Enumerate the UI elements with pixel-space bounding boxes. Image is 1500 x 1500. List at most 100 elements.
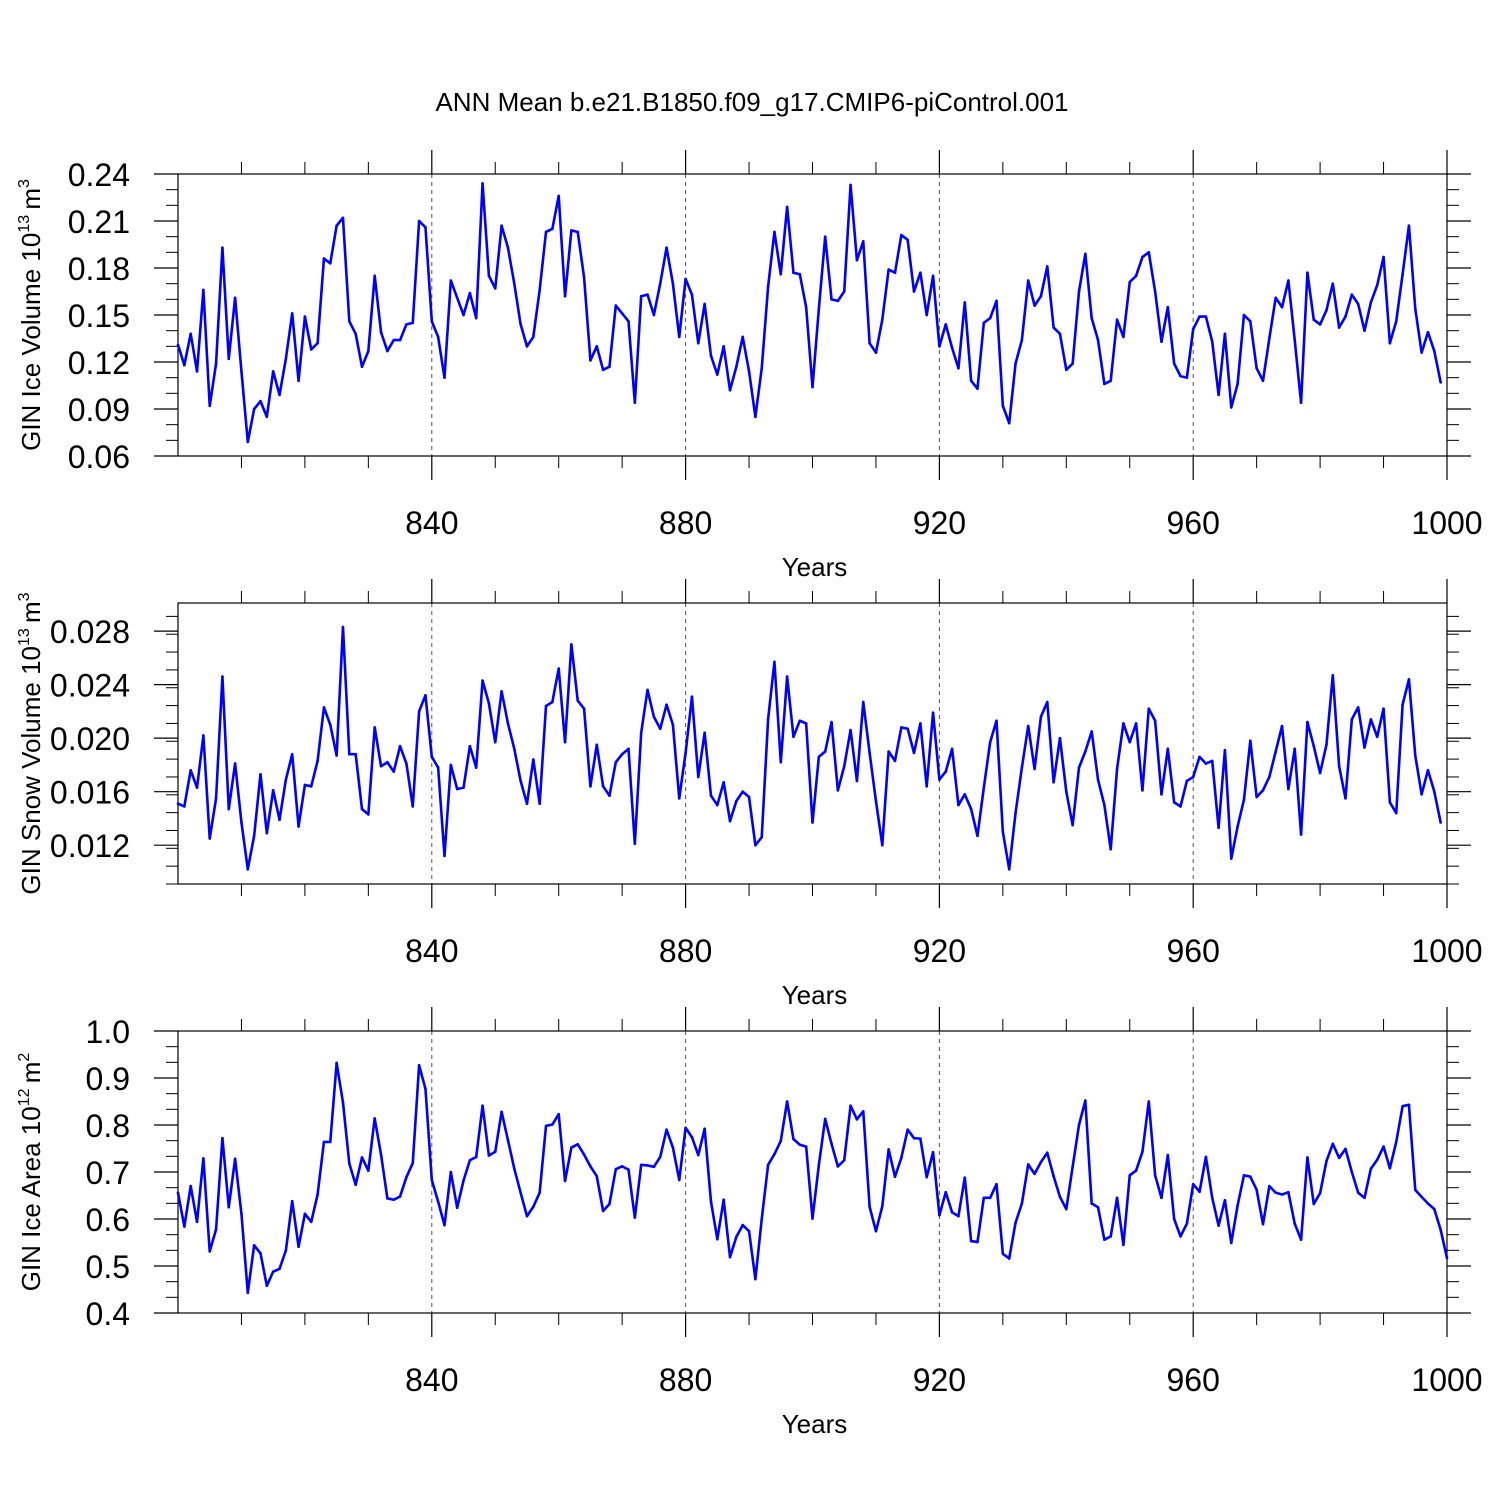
- data-point: [1293, 747, 1297, 751]
- data-point: [1255, 795, 1258, 799]
- y-axis-label-unit-exponent: 3: [16, 179, 33, 188]
- data-point: [449, 279, 453, 282]
- data-point: [176, 802, 180, 806]
- data-point: [379, 1153, 383, 1156]
- data-point: [1312, 744, 1316, 748]
- data-point: [1204, 315, 1208, 318]
- data-point: [677, 797, 681, 800]
- data-point: [1052, 326, 1055, 329]
- data-point: [183, 805, 186, 808]
- data-point: [1299, 833, 1303, 836]
- data-point: [804, 1145, 808, 1148]
- data-point: [779, 760, 783, 764]
- y-tick-label: 0.24: [68, 157, 130, 193]
- data-point: [176, 343, 180, 347]
- data-point: [849, 1104, 852, 1108]
- data-point: [1274, 750, 1277, 753]
- data-point: [760, 366, 764, 370]
- data-point: [1084, 1099, 1087, 1102]
- data-point: [1134, 1169, 1138, 1172]
- data-point: [563, 294, 567, 298]
- data-point: [658, 1155, 662, 1159]
- data-point: [779, 272, 783, 276]
- data-point: [227, 1205, 231, 1209]
- data-point: [1166, 305, 1170, 309]
- data-point: [525, 802, 529, 806]
- data-point: [887, 268, 890, 271]
- data-point: [995, 719, 998, 723]
- data-point: [265, 831, 269, 835]
- data-point: [481, 1104, 484, 1108]
- data-point: [284, 778, 288, 781]
- data-point: [1210, 340, 1214, 343]
- y-axis-label-unit-exponent: 2: [16, 1053, 33, 1062]
- x-tick-label: 880: [659, 933, 712, 969]
- data-point: [633, 842, 637, 846]
- data-point: [246, 867, 250, 871]
- data-point: [1287, 787, 1290, 791]
- data-point: [792, 271, 795, 275]
- data-point: [1268, 1184, 1271, 1188]
- y-axis-label-unit: m: [16, 1062, 46, 1089]
- data-point: [1217, 1224, 1220, 1227]
- data-point: [1445, 1256, 1449, 1260]
- data-point: [392, 338, 396, 342]
- data-point: [696, 341, 700, 345]
- plot-frame: [177, 1030, 1448, 1314]
- data-point: [360, 807, 364, 811]
- data-point: [360, 365, 364, 369]
- data-point: [443, 854, 446, 858]
- data-point: [214, 362, 218, 365]
- data-point: [804, 722, 808, 725]
- data-point: [684, 751, 687, 755]
- data-point: [1096, 338, 1100, 342]
- data-point: [341, 216, 345, 220]
- data-point: [316, 1193, 319, 1196]
- data-point: [906, 238, 909, 242]
- data-point: [354, 1183, 357, 1186]
- data-point: [1026, 279, 1030, 282]
- data-point: [189, 332, 192, 336]
- data-point: [944, 770, 948, 773]
- data-point: [830, 1142, 833, 1146]
- data-point: [627, 1168, 630, 1171]
- data-point: [589, 359, 592, 362]
- data-point: [512, 282, 516, 285]
- data-point: [417, 219, 421, 223]
- data-point: [785, 205, 789, 209]
- data-point: [1356, 1191, 1360, 1194]
- data-point: [595, 345, 599, 348]
- data-point: [1439, 381, 1442, 384]
- data-point: [976, 387, 979, 390]
- data-point: [443, 1223, 446, 1227]
- data-point: [595, 1174, 599, 1178]
- data-point: [931, 1150, 935, 1154]
- data-point: [868, 1205, 871, 1209]
- data-point: [627, 319, 630, 323]
- data-point: [1026, 1163, 1030, 1166]
- data-point: [950, 346, 954, 350]
- data-point: [855, 258, 859, 262]
- data-point: [532, 335, 535, 339]
- data-point: [1191, 775, 1195, 779]
- data-point: [1318, 771, 1322, 775]
- x-tick-label: 960: [1167, 1362, 1220, 1398]
- data-point: [297, 379, 300, 383]
- data-point: [1134, 722, 1138, 725]
- data-point: [880, 1205, 884, 1208]
- data-point: [303, 1212, 307, 1216]
- data-point: [1166, 747, 1170, 751]
- data-point: [1375, 1158, 1379, 1162]
- data-point: [1413, 307, 1417, 311]
- data-point: [1109, 379, 1113, 383]
- y-tick-label: 0.18: [68, 251, 130, 287]
- data-point: [1147, 251, 1151, 254]
- data-point: [202, 288, 205, 292]
- data-point: [1413, 1188, 1417, 1192]
- data-point: [1198, 315, 1201, 318]
- data-point: [348, 752, 351, 756]
- data-point: [570, 643, 573, 646]
- data-point: [462, 1179, 465, 1182]
- data-point: [1160, 1196, 1163, 1200]
- x-axis-label: Years: [782, 1409, 848, 1439]
